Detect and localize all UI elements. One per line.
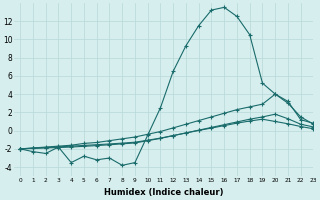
X-axis label: Humidex (Indice chaleur): Humidex (Indice chaleur)	[104, 188, 223, 197]
